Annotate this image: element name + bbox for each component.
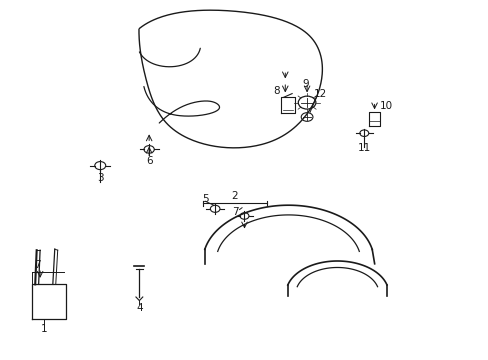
Text: 8: 8 (273, 86, 280, 96)
Text: 9: 9 (302, 78, 308, 89)
Text: 6: 6 (145, 156, 152, 166)
Text: 12: 12 (313, 89, 326, 99)
Text: 5: 5 (202, 194, 208, 204)
Text: 7: 7 (34, 260, 41, 270)
Text: 2: 2 (231, 191, 238, 201)
Text: 10: 10 (379, 101, 392, 111)
Text: 7: 7 (232, 207, 239, 217)
Text: 4: 4 (136, 303, 142, 313)
Text: 1: 1 (41, 324, 47, 334)
Text: 11: 11 (357, 143, 370, 153)
Text: 3: 3 (97, 173, 103, 183)
